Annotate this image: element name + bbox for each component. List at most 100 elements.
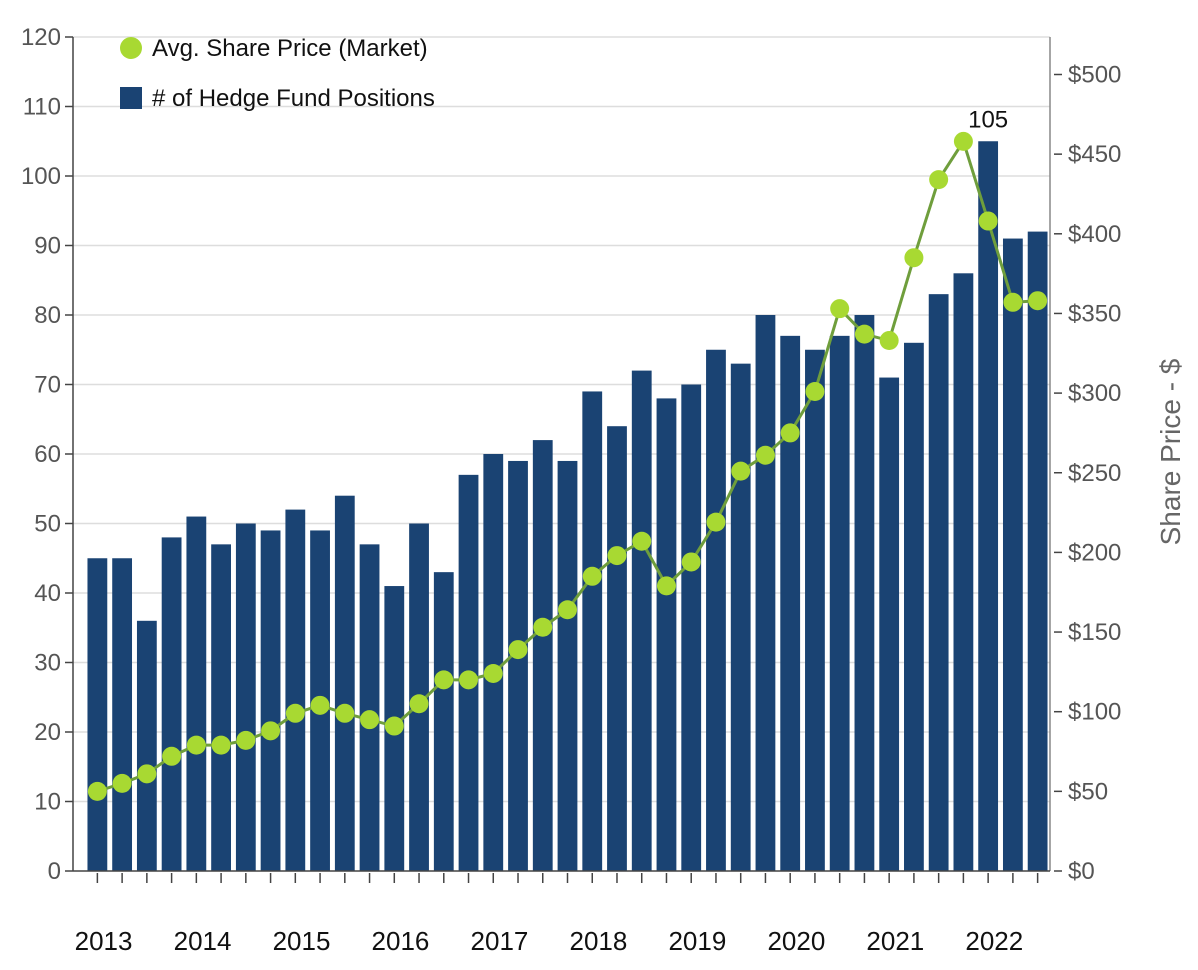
- left-tick-label: 10: [34, 789, 61, 816]
- x-year-label: 2020: [767, 926, 825, 956]
- share-price-point: [1028, 291, 1048, 311]
- hedge-fund-positions-bar: [656, 398, 677, 871]
- share-price-point: [434, 670, 454, 690]
- right-tick-label: $450: [1068, 141, 1121, 168]
- left-tick-label: 40: [34, 580, 61, 607]
- right-tick-label: $250: [1068, 460, 1121, 487]
- hedge-fund-positions-bar: [211, 544, 231, 871]
- hedge-fund-positions-bar: [334, 495, 355, 871]
- right-axis-ticks: $0 $50 $100 $150 $200 $250 $300 $350 $400 $450 $50…: [1054, 62, 1121, 885]
- share-price-point: [656, 576, 676, 596]
- x-year-label: 2019: [668, 926, 726, 956]
- legend: Avg. Share Price (Market) # of Hedge Fun…: [120, 35, 435, 112]
- hedge-fund-positions-bar: [433, 572, 454, 871]
- share-price-point: [731, 461, 751, 481]
- hedge-fund-positions-bar: [508, 460, 528, 871]
- x-year-label: 2016: [372, 926, 430, 956]
- hedge-fund-positions-bar: [136, 620, 157, 871]
- share-price-point: [384, 716, 404, 736]
- share-price-point: [558, 600, 577, 620]
- hedge-fund-positions-bar: [631, 370, 652, 871]
- hedge-fund-positions-bar: [582, 391, 603, 871]
- hedge-fund-positions-bar: [87, 558, 108, 871]
- annotations: 105: [968, 106, 1008, 133]
- bar-data-label: 105: [968, 106, 1008, 133]
- hedge-fund-positions-bar: [607, 426, 627, 871]
- left-axis-ticks: 0 10 20 30 40 50 60 70 80 90 100 110 120: [21, 24, 73, 885]
- share-price-point: [483, 663, 503, 683]
- hedge-fund-positions-bar: [879, 377, 900, 871]
- legend-bar-label: # of Hedge Fund Positions: [152, 85, 435, 112]
- hedge-fund-positions-bar: [161, 537, 182, 871]
- share-price-point: [211, 735, 231, 755]
- share-price-point: [607, 546, 627, 566]
- share-price-point: [830, 299, 850, 319]
- hedge-fund-positions-bar: [112, 558, 133, 871]
- share-price-point: [186, 735, 206, 755]
- x-year-label: 2017: [471, 926, 529, 956]
- x-axis-ticks: [96, 873, 1039, 883]
- share-price-point: [879, 331, 899, 351]
- hedge-fund-positions-bar: [186, 516, 207, 871]
- right-tick-label: $400: [1068, 221, 1121, 248]
- share-price-point: [1003, 292, 1023, 312]
- hedge-fund-positions-bar: [359, 544, 380, 871]
- hedge-fund-positions-bar: [829, 335, 850, 872]
- share-price-point: [236, 730, 256, 750]
- left-tick-label: 110: [23, 94, 61, 121]
- line-series: [87, 131, 1048, 801]
- share-price-point: [112, 773, 132, 793]
- share-price-point: [706, 512, 726, 532]
- share-price-point: [854, 324, 874, 344]
- share-price-point: [409, 694, 429, 714]
- right-tick-label: $150: [1068, 619, 1121, 646]
- share-price-point: [459, 670, 479, 690]
- hedge-fund-positions-bar: [557, 460, 578, 871]
- right-axis-title: Share Price - $: [1155, 358, 1186, 545]
- left-tick-label: 60: [34, 441, 61, 468]
- share-price-point: [904, 248, 924, 268]
- share-price-point: [681, 552, 701, 572]
- left-tick-label: 20: [34, 719, 61, 746]
- hedge-fund-positions-bar: [805, 349, 825, 871]
- share-price-point: [533, 617, 553, 637]
- share-price-point: [780, 423, 800, 443]
- hedge-fund-positions-bar: [780, 335, 801, 872]
- share-price-point: [929, 170, 949, 190]
- share-price-point: [632, 531, 652, 551]
- hedge-fund-positions-bar: [260, 530, 281, 871]
- left-tick-label: 100: [21, 163, 61, 190]
- share-price-point: [261, 721, 281, 741]
- left-tick-label: 50: [34, 511, 61, 538]
- left-tick-label: 120: [21, 24, 61, 51]
- right-tick-label: $300: [1068, 380, 1121, 407]
- hedge-fund-positions-bar: [978, 141, 999, 871]
- legend-line-label: Avg. Share Price (Market): [152, 35, 428, 62]
- x-year-label: 2021: [866, 926, 924, 956]
- hedge-fund-positions-bar: [904, 342, 924, 871]
- share-price-point: [508, 640, 528, 660]
- hedge-fund-positions-bar: [755, 315, 776, 871]
- hedge-fund-positions-bar: [483, 454, 504, 871]
- share-price-point: [285, 703, 305, 723]
- right-tick-label: $50: [1068, 778, 1108, 805]
- x-year-label: 2018: [570, 926, 628, 956]
- right-tick-label: $350: [1068, 300, 1121, 327]
- share-price-point: [310, 695, 330, 715]
- legend-bar-marker: [120, 87, 142, 109]
- hedge-fund-positions-bar: [1002, 238, 1023, 872]
- left-tick-label: 30: [34, 650, 61, 677]
- x-year-label: 2015: [273, 926, 331, 956]
- share-price-point: [805, 382, 825, 402]
- share-price-point: [87, 781, 107, 801]
- hedge-fund-positions-bar: [681, 384, 702, 871]
- right-tick-label: $200: [1068, 539, 1121, 566]
- left-tick-label: 70: [34, 372, 61, 399]
- legend-line-marker: [120, 37, 142, 59]
- hedge-fund-positions-bar: [928, 294, 949, 871]
- right-tick-label: $100: [1068, 699, 1121, 726]
- share-price-point: [335, 703, 355, 723]
- hedge-fund-positions-bar: [1027, 231, 1048, 872]
- hedge-fund-positions-bar: [706, 349, 726, 871]
